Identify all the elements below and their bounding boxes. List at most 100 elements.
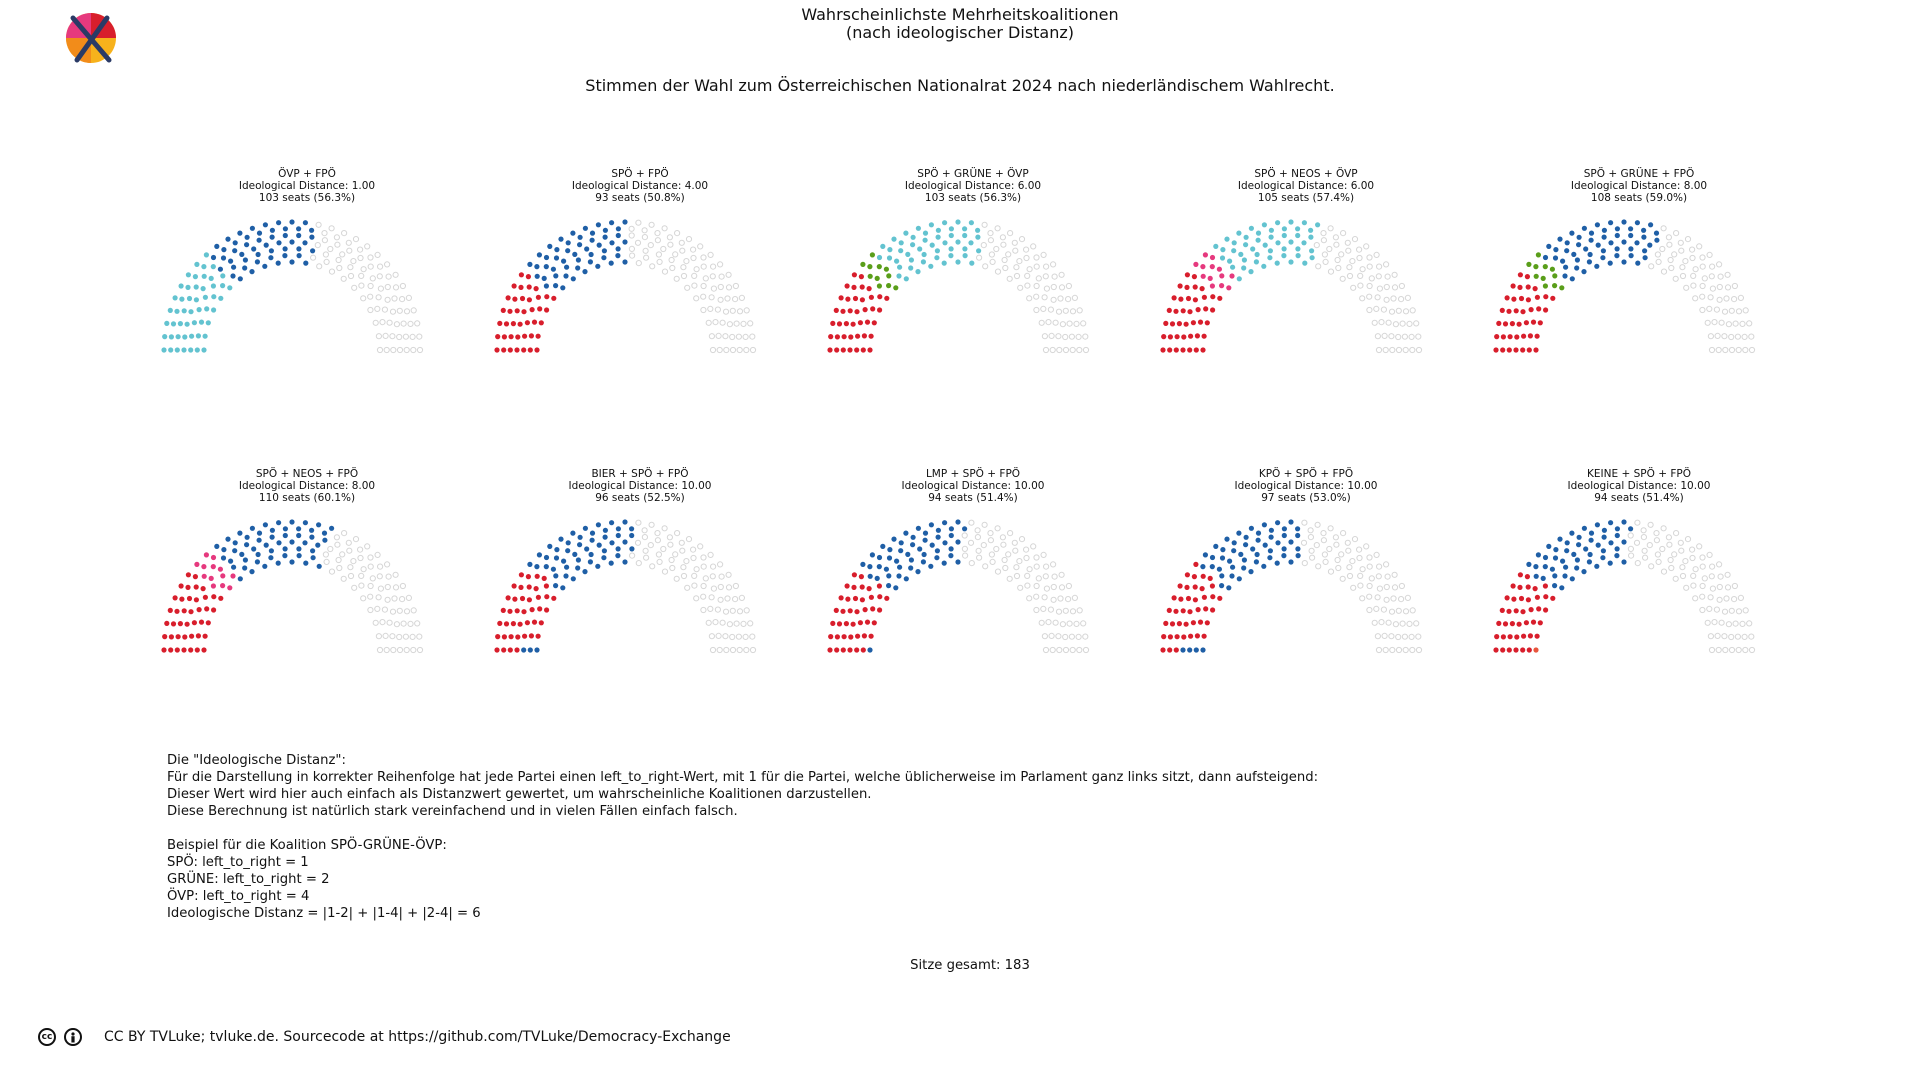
seat-empty [372,619,379,626]
seat-spö [1494,634,1500,640]
seat-fpö [589,530,596,536]
seat-fpö [553,283,559,289]
seat-empty [1320,237,1327,244]
seat-empty [358,282,365,289]
seat-empty [988,551,995,558]
seat-fpö [527,261,533,267]
seat-empty [1007,230,1014,237]
coalition-chart: KPÖ + SPÖ + FPÖ Ideological Distance: 10.… [1156,468,1456,728]
seat-empty [1041,333,1048,340]
seat-empty [1356,254,1363,262]
seat-spö [854,309,860,315]
seat-spö [514,647,520,653]
seat-empty [690,254,697,262]
seat-empty [1050,296,1057,303]
seat-empty [1043,263,1050,270]
seat-empty [1049,346,1056,354]
seat-övp [908,265,914,271]
seat-fpö [1552,255,1559,261]
seat-fpö [1540,575,1546,581]
seat-spö [185,584,191,590]
seat-fpö [615,532,621,539]
seat-empty [1082,346,1090,354]
seat-fpö [1546,543,1552,549]
seat-empty [399,296,406,303]
seat-fpö [1227,558,1233,564]
seat-spö [503,321,510,327]
seat-empty [1642,554,1649,561]
seat-empty [1735,608,1743,615]
seat-fpö [1549,566,1555,572]
seat-fpö [310,548,316,554]
seat-empty [716,346,723,354]
seat-empty [1024,582,1031,589]
seat-spö [1181,634,1187,640]
seat-empty [1709,563,1716,570]
seat-grüne [886,283,892,289]
seat-empty [1375,646,1383,654]
chart-title: KPÖ + SPÖ + FPÖ [1258,468,1354,480]
seat-empty [391,295,398,302]
seat-empty [700,554,707,561]
seat-spö [1166,307,1172,313]
seat-empty [405,594,412,602]
seat-fpö [268,255,274,261]
seat-empty [656,558,663,566]
seat-empty [1383,596,1390,603]
seat-empty [1737,594,1744,602]
seat-spö [1177,583,1183,589]
seat-empty [654,530,661,537]
seat-empty [1033,254,1040,261]
seat-empty [642,547,649,554]
seat-empty [736,646,743,654]
seat-spö [868,294,874,300]
seat-övp [887,247,893,253]
seat-empty [1737,294,1744,302]
seat-empty [738,294,745,302]
seat-empty [987,230,994,237]
chart-caption: SPÖ + FPÖ Ideological Distance: 4.00 93 se… [490,168,790,204]
seat-övp [191,320,197,326]
seat-övp [168,347,174,353]
seat-empty [672,551,679,558]
seat-neos [220,583,226,589]
seat-fpö [1267,555,1273,561]
seat-neos [1209,283,1215,289]
seat-spö [174,647,180,653]
seat-empty [327,545,334,553]
seat-empty [1722,646,1729,654]
seat-spö [830,320,836,326]
seat-fpö [560,585,566,591]
seat-fpö [1200,564,1206,570]
seat-empty [1647,521,1654,528]
seat-fpö [1288,519,1294,525]
seat-fpö [1248,525,1254,531]
seat-fpö [595,522,601,528]
seat-fpö [1560,258,1566,264]
seat-spö [1493,347,1499,353]
seat-empty [679,247,686,254]
explanation-line: Die "Ideologische Distanz": [167,753,346,768]
seat-spö [1207,575,1213,581]
seat-spö [1192,584,1198,590]
seat-spö [1536,306,1542,312]
seat-övp [175,334,181,340]
seat-övp [211,294,217,300]
seat-empty [400,320,407,327]
seat-empty [1001,556,1008,564]
seat-empty [383,346,390,354]
seat-spö [551,595,557,601]
seat-empty [717,596,724,603]
chart-distance-label: Ideological Distance: 10.00 [1567,480,1711,492]
seat-fpö [302,220,308,226]
seat-övp [1281,226,1287,232]
seat-empty [1378,619,1385,626]
chart-seats-label: 103 seats (56.3%) [258,192,356,204]
seat-spö [1197,619,1204,625]
seat-spö [200,586,206,592]
seat-empty [1381,332,1388,340]
seat-empty [1374,294,1381,301]
seat-fpö [1628,526,1634,532]
seat-empty [674,230,681,237]
seat-empty [375,633,382,640]
